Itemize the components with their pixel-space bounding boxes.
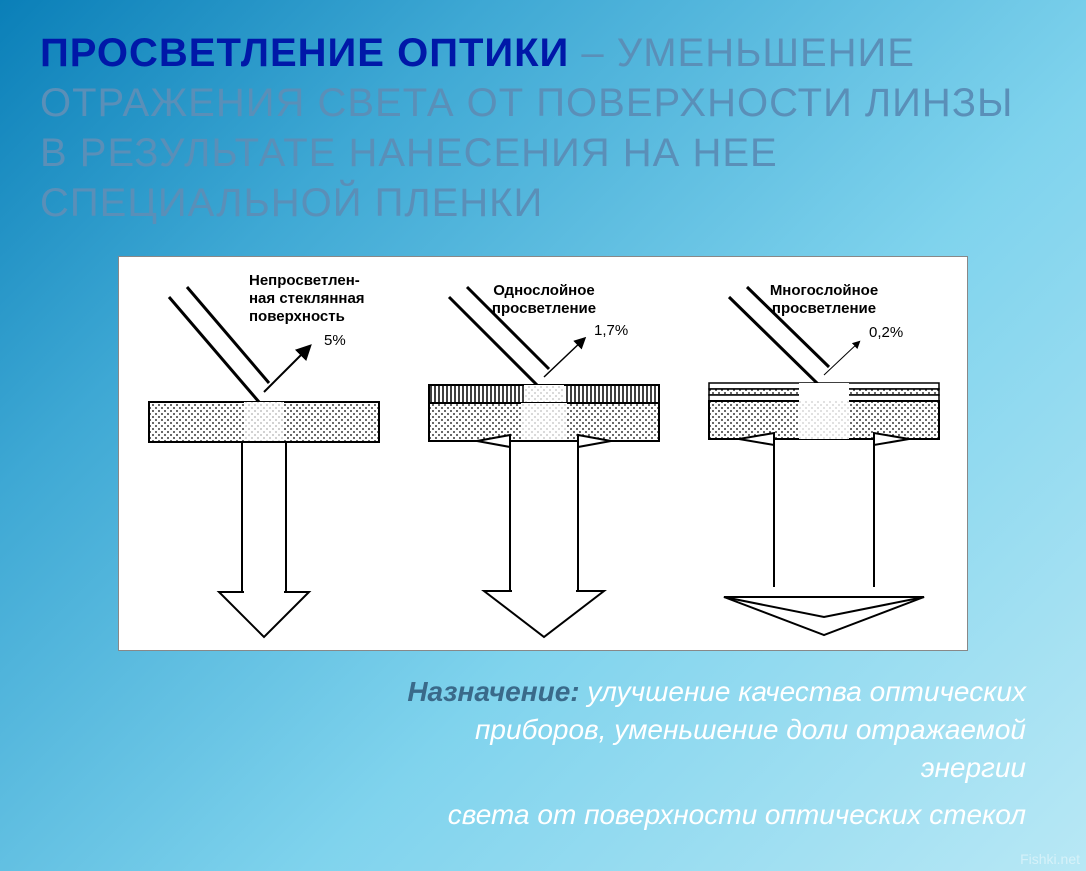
panel3-label-1: Многослойное <box>770 282 878 299</box>
panel-single-layer: Однослойное просветление 1,7% <box>429 282 659 637</box>
panel1-label-1: Непросветлен- <box>249 272 360 289</box>
panel2-label-1: Однослойное <box>493 282 594 299</box>
panel-multi-layer: Многослойное просветление 0,2% <box>709 282 939 635</box>
panel2-down-arrow <box>484 441 604 637</box>
panel2-label-2: просветление <box>492 300 596 317</box>
footer-line4: света от поверхности оптических стекол <box>0 796 1026 834</box>
footer-line2: приборов, уменьшение доли отражаемой <box>0 711 1026 749</box>
panel1-label-2: ная стеклянная <box>249 290 365 307</box>
panel1-down-arrow <box>219 442 309 637</box>
diagram-panel: Непросветлен- ная стеклянная поверхность… <box>118 256 968 651</box>
panel3-pct: 0,2% <box>869 324 903 341</box>
panel3-down-arrow <box>724 439 924 635</box>
footer-line1: улучшение качества оптических <box>580 676 1026 707</box>
diagram-svg: Непросветлен- ная стеклянная поверхность… <box>119 257 969 652</box>
panel-uncoated: Непросветлен- ная стеклянная поверхность… <box>149 272 379 637</box>
footer-label: Назначение: <box>407 676 579 707</box>
slide-footer: Назначение: улучшение качества оптически… <box>0 651 1086 834</box>
title-bold: ПРОСВЕТЛЕНИЕ ОПТИКИ <box>40 31 569 75</box>
panel1-label-3: поверхность <box>249 308 345 325</box>
watermark: Fishki.net <box>1020 851 1080 867</box>
slide-header: ПРОСВЕТЛЕНИЕ ОПТИКИ – УМЕНЬШЕНИЕ ОТРАЖЕН… <box>0 0 1086 238</box>
panel1-pct: 5% <box>324 332 346 349</box>
title-dash: – <box>569 31 616 75</box>
panel2-pct: 1,7% <box>594 322 628 339</box>
footer-line3: энергии <box>0 749 1026 787</box>
panel3-label-2: просветление <box>772 300 876 317</box>
